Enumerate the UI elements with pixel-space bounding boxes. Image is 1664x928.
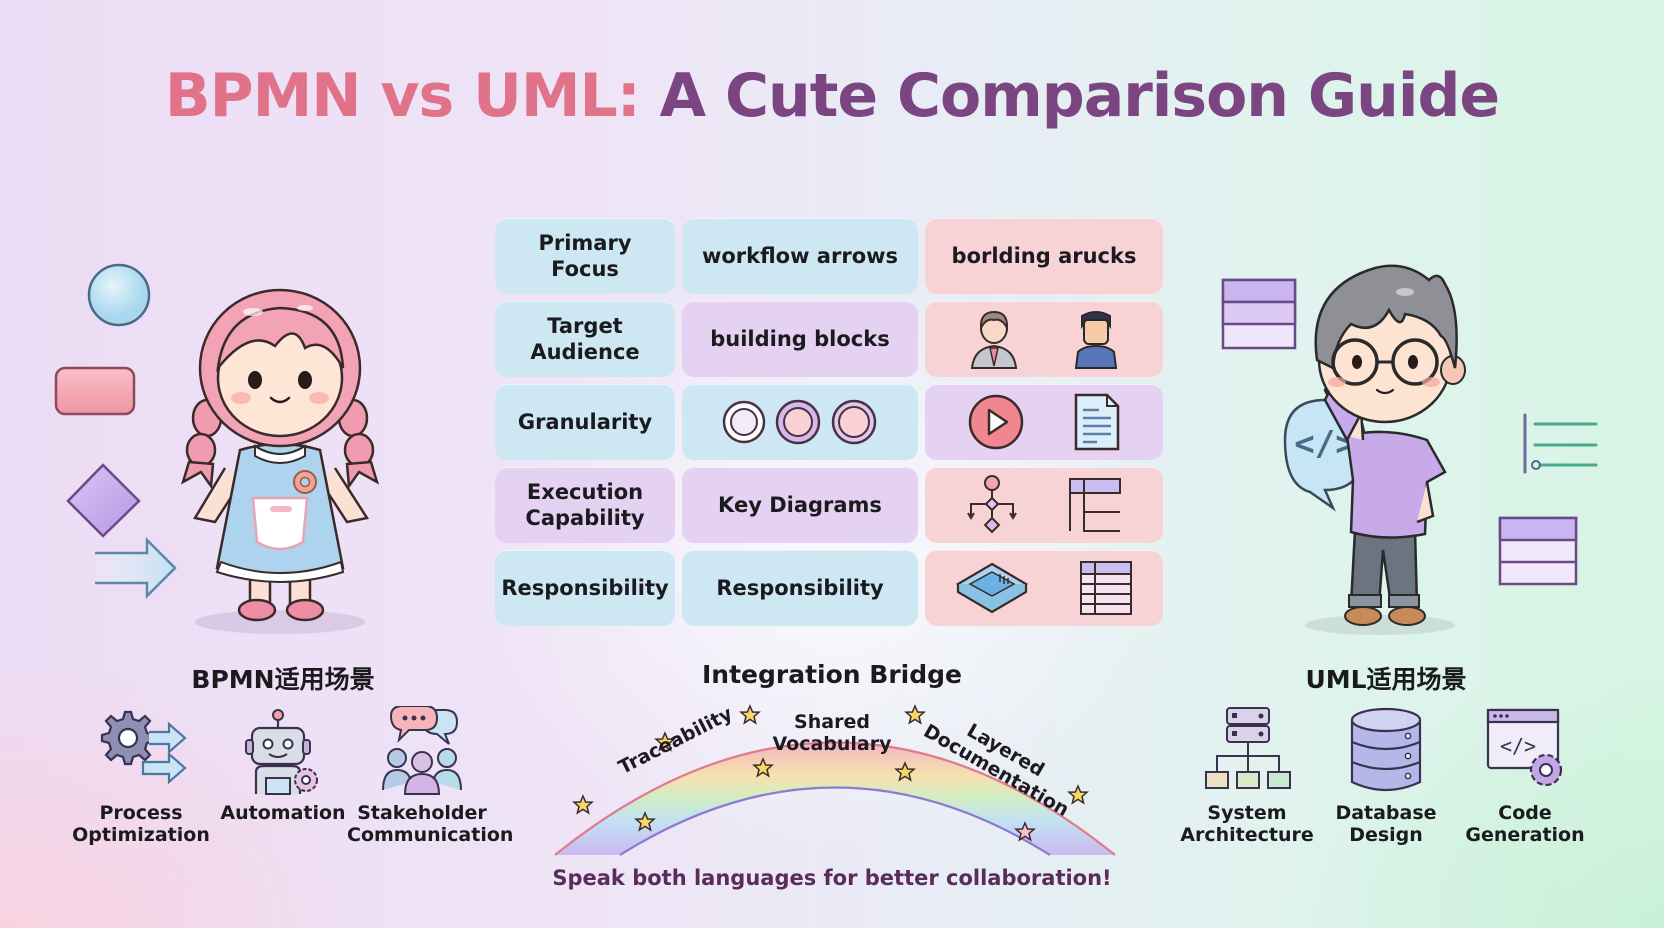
tagline: Speak both languages for better collabor… xyxy=(552,866,1112,890)
bpmn-girl-character xyxy=(180,288,380,634)
server-hierarchy-icon xyxy=(1205,707,1291,789)
bpmn-cell-responsibility: Responsibility xyxy=(682,550,918,626)
uml-boy-character: </> xyxy=(1283,264,1466,635)
uml-scenario-label: Database Design xyxy=(1335,802,1437,846)
business-person-icon xyxy=(970,310,1018,369)
circle-shape xyxy=(87,263,151,327)
bpmn-cell-primary-focus: workflow arrows xyxy=(682,218,918,294)
title-part-bpmn-vs-uml: BPMN vs UML: xyxy=(164,61,641,131)
integration-bridge-heading: Integration Bridge xyxy=(702,660,962,689)
database-icon xyxy=(1350,707,1422,792)
row-label-granularity: Granularity xyxy=(495,384,675,460)
class-box-shape xyxy=(1498,516,1578,586)
row-label-target-audience: Target Audience xyxy=(495,301,675,377)
uml-cell-primary-focus: borlding arucks xyxy=(925,218,1163,294)
bpmn-scenario-stakeholder-communication: Stakeholder Communication xyxy=(347,706,514,846)
document-icon xyxy=(1074,393,1120,451)
bpmn-cell-execution-capability: Key Diagrams xyxy=(682,467,918,543)
page-title: BPMN vs UML: A Cute Comparison Guide xyxy=(0,56,1664,136)
uml-scenario-system-architecture: System Architecture xyxy=(1172,706,1322,846)
class-diagram-icon xyxy=(1069,478,1121,532)
uml-decor-shapes xyxy=(1221,278,1598,586)
uml-scenario-label: Code Generation xyxy=(1465,802,1585,846)
gear-arrows-icon xyxy=(100,710,187,785)
uml-scenario-code-generation: </> Code Generation xyxy=(1450,706,1600,846)
flowchart-icon xyxy=(967,475,1017,534)
uml-scenario-database-design: Database Design xyxy=(1311,706,1461,846)
robot-icon xyxy=(245,709,318,795)
bpmn-scenario-label: Process Optimization xyxy=(72,802,210,846)
uml-scenario-label: System Architecture xyxy=(1180,802,1314,846)
bpmn-scenario-label: Automation xyxy=(220,802,346,824)
pool-swimlane-icon xyxy=(955,562,1029,614)
bpmn-cell-target-audience: building blocks xyxy=(682,301,918,377)
play-circle-icon xyxy=(968,394,1024,450)
uml-cell-execution-capability xyxy=(925,467,1163,543)
class-box-shape xyxy=(1221,278,1297,350)
bridge-item-shared-vocabulary: Shared Vocabulary xyxy=(772,711,892,755)
developer-person-icon xyxy=(1074,311,1118,369)
star-icons xyxy=(572,704,1089,842)
code-window-gear-icon: </> xyxy=(1486,708,1563,787)
rounded-rect-shape xyxy=(54,366,136,416)
bpmn-event-circles-icon xyxy=(722,399,877,445)
uml-cell-target-audience xyxy=(925,301,1163,377)
uml-scenarios-heading: UML适用场景 xyxy=(1305,665,1467,694)
bpmn-scenario-automation: Automation xyxy=(208,706,358,824)
rainbow-bridge xyxy=(554,704,1116,856)
people-chat-icon xyxy=(382,706,462,795)
row-label-execution-capability: Execution Capability xyxy=(495,467,675,543)
bpmn-cell-granularity xyxy=(682,384,918,460)
table-icon xyxy=(1080,561,1132,615)
title-part-guide: A Cute Comparison Guide xyxy=(659,61,1500,131)
arrow-shape xyxy=(95,536,177,600)
row-label-primary-focus: Primary Focus xyxy=(495,218,675,294)
diamond-shape xyxy=(66,463,141,538)
uml-cell-responsibility xyxy=(925,550,1163,626)
bpmn-scenario-process-optimization: Process Optimization xyxy=(66,706,216,846)
comparison-table: Primary Focus workflow arrows borlding a… xyxy=(495,218,1163,626)
sequence-lines-shape xyxy=(1523,413,1598,474)
bpmn-decor-shapes xyxy=(54,263,177,600)
svg-text:</>: </> xyxy=(1500,734,1536,758)
bpmn-scenarios-heading: BPMN适用场景 xyxy=(191,665,375,694)
row-label-responsibility: Responsibility xyxy=(495,550,675,626)
uml-cell-granularity xyxy=(925,384,1163,460)
bpmn-scenario-label: Stakeholder Communication xyxy=(347,802,514,846)
